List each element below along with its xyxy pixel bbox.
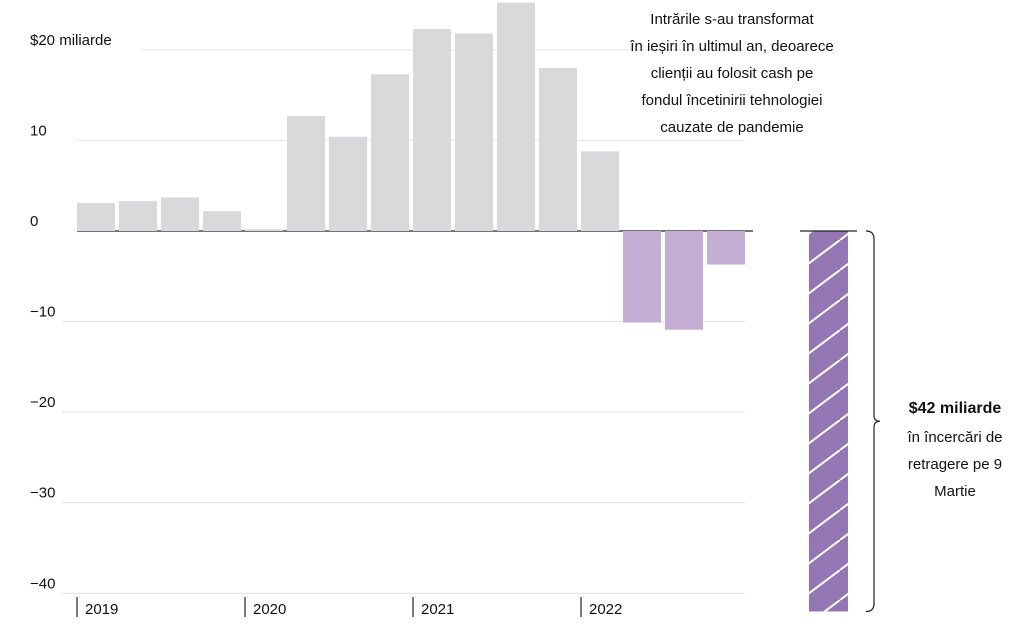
annotation: Intrările s-au transformat xyxy=(650,11,814,28)
y-tick-label: $20 miliarde xyxy=(30,32,112,49)
bar xyxy=(329,136,367,231)
annotation: în ieșiri în ultimul an, deoarece xyxy=(629,38,833,55)
bar xyxy=(707,231,745,265)
bar xyxy=(497,2,535,231)
y-tick-label: 10 xyxy=(30,122,47,139)
x-tick-label: 2020 xyxy=(253,601,286,618)
x-tick-label: 2019 xyxy=(85,601,118,618)
annotation: cauzate de pandemie xyxy=(660,119,803,136)
bar xyxy=(119,201,157,231)
highlight-label: $42 miliarde xyxy=(909,400,1002,417)
y-tick-label: −10 xyxy=(30,304,55,321)
bar xyxy=(287,115,325,231)
bar xyxy=(161,197,199,231)
highlight-text: retragere pe 9 xyxy=(908,456,1002,473)
y-tick-label: −20 xyxy=(30,394,55,411)
bar xyxy=(539,67,577,231)
y-tick-label: −40 xyxy=(30,575,55,592)
bar xyxy=(665,231,703,330)
bar xyxy=(413,28,451,231)
highlight-hatch xyxy=(809,231,848,612)
bar xyxy=(203,211,241,231)
y-tick-label: −30 xyxy=(30,485,55,502)
bar xyxy=(623,231,661,323)
grid xyxy=(62,49,745,594)
bar xyxy=(581,151,619,231)
highlight-text: în încercări de xyxy=(906,429,1002,446)
y-tick-label: 0 xyxy=(30,213,38,230)
bar xyxy=(455,33,493,232)
brace xyxy=(865,230,881,613)
annotation: clienții au folosit cash pe xyxy=(651,65,814,82)
x-tick-label: 2022 xyxy=(589,601,622,618)
annotation: fondul încetinirii tehnologiei xyxy=(642,92,823,109)
highlight-text: Martie xyxy=(934,483,976,500)
bar xyxy=(77,202,115,231)
bar xyxy=(245,229,283,231)
bar xyxy=(371,74,409,232)
x-tick-label: 2021 xyxy=(421,601,454,618)
bars xyxy=(77,2,881,613)
labels: $20 miliarde 10 0 −10 −20 −30 −40 2019 2020 2021 2… xyxy=(30,11,1003,618)
